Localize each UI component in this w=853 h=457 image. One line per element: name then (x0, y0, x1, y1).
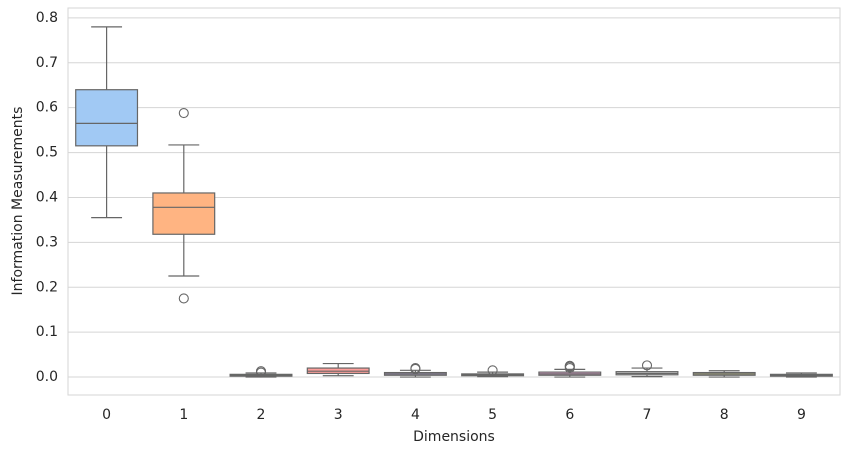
x-tick-label: 2 (257, 407, 266, 423)
x-tick-label: 3 (334, 407, 343, 423)
box (152, 192, 216, 235)
y-tick-label: 0.8 (36, 10, 58, 26)
x-tick-label: 4 (411, 407, 420, 423)
y-tick-label: 0.1 (36, 324, 58, 340)
outlier (487, 365, 498, 376)
x-tick-label: 0 (102, 407, 111, 423)
y-tick-label: 0.5 (36, 145, 58, 161)
outlier (641, 360, 653, 371)
y-axis-title: Information Measurements (10, 107, 26, 296)
outlier (564, 360, 575, 371)
y-tick-label: 0.2 (36, 279, 58, 295)
box (75, 89, 139, 147)
y-tick-label: 0.4 (36, 189, 58, 205)
y-tick-label: 0.0 (36, 369, 58, 385)
y-tick-label: 0.7 (36, 55, 58, 71)
y-tick-label: 0.3 (36, 234, 58, 250)
x-tick-label: 9 (797, 407, 806, 423)
outlier (178, 293, 189, 304)
x-tick-label: 6 (565, 407, 574, 423)
x-tick-label: 7 (643, 407, 652, 423)
x-tick-label: 1 (179, 407, 188, 423)
y-tick-label: 0.6 (36, 100, 58, 116)
x-tick-label: 5 (488, 407, 497, 423)
plot-frame (67, 7, 841, 396)
outlier (178, 108, 189, 119)
outlier (410, 363, 421, 374)
outlier (255, 367, 267, 378)
x-tick-label: 8 (720, 407, 729, 423)
x-axis-title: Dimensions (413, 429, 495, 445)
